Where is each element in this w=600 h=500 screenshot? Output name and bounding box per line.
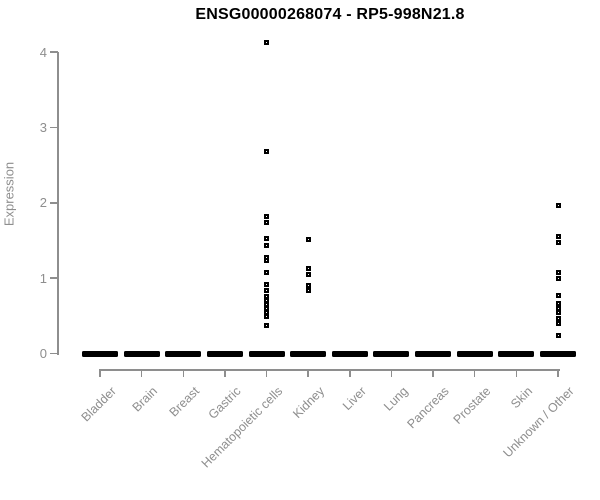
data-point	[264, 314, 270, 320]
x-category-label: Lung	[380, 384, 411, 414]
x-category-label: Pancreas	[404, 384, 452, 432]
x-tick-mark	[349, 370, 351, 377]
y-tick-mark	[50, 126, 58, 129]
x-tick-mark	[432, 370, 434, 377]
zero-cluster-bar	[248, 350, 285, 357]
data-point	[305, 265, 311, 271]
x-tick-mark	[140, 370, 143, 377]
x-tick-mark	[557, 370, 559, 377]
x-category-label: Hematopoietic cells	[198, 384, 286, 471]
y-tick-mark	[50, 202, 58, 204]
x-category-label: Skin	[508, 384, 536, 412]
zero-cluster-bar	[82, 350, 118, 357]
data-point	[264, 219, 270, 225]
y-tick-label: 0	[39, 346, 47, 361]
data-point	[555, 301, 561, 307]
y-axis-line	[57, 52, 59, 355]
data-point	[264, 269, 270, 275]
data-point	[264, 40, 270, 46]
data-point	[264, 323, 270, 329]
zero-cluster-bar	[123, 350, 160, 357]
y-tick-label: 2	[39, 195, 47, 211]
x-category-label: Bladder	[78, 384, 119, 425]
zero-cluster-bar	[415, 350, 452, 357]
zero-cluster-bar	[540, 350, 576, 357]
x-category-label: Brain	[130, 384, 161, 415]
data-point	[555, 320, 561, 326]
zero-cluster-bar	[373, 350, 410, 357]
zero-cluster-bar	[331, 350, 368, 357]
data-point	[555, 276, 561, 282]
x-tick-mark	[99, 370, 101, 377]
x-category-label: Liver	[339, 384, 369, 414]
data-point	[264, 148, 270, 154]
zero-cluster-bar	[165, 350, 202, 357]
data-point	[264, 282, 270, 288]
y-tick-mark	[50, 51, 58, 53]
data-point	[555, 315, 561, 321]
data-point	[264, 213, 270, 219]
data-point	[555, 292, 561, 298]
x-axis-line	[99, 369, 560, 371]
x-category-label: Kidney	[290, 384, 328, 421]
x-tick-mark	[473, 370, 476, 377]
data-point	[264, 243, 270, 249]
y-tick-label: 3	[39, 119, 47, 135]
data-point	[555, 202, 561, 208]
chart-title: ENSG00000268074 - RP5-998N21.8	[195, 6, 465, 23]
x-tick-mark	[224, 370, 226, 377]
data-point	[264, 287, 270, 293]
data-point	[264, 258, 270, 264]
y-axis-label: Expression	[1, 161, 17, 227]
data-point	[555, 332, 561, 338]
zero-cluster-bar	[206, 350, 243, 357]
data-point	[305, 237, 311, 243]
data-point	[305, 271, 311, 277]
x-tick-mark	[390, 370, 393, 377]
y-tick-mark	[50, 277, 58, 279]
x-tick-mark	[182, 370, 185, 377]
y-tick-mark	[50, 352, 58, 355]
data-point	[264, 309, 270, 315]
data-point	[305, 283, 311, 289]
zero-cluster-bar	[456, 350, 493, 357]
x-category-label: Breast	[166, 384, 203, 420]
data-point	[555, 309, 561, 315]
x-category-label: Gastric	[205, 384, 244, 422]
x-tick-mark	[307, 370, 309, 377]
zero-cluster-bar	[290, 350, 327, 357]
x-tick-mark	[515, 370, 518, 377]
data-point	[555, 270, 561, 276]
zero-cluster-bar	[498, 350, 535, 357]
data-point	[555, 240, 561, 246]
x-category-label: Prostate	[450, 384, 494, 427]
data-point	[264, 236, 270, 242]
x-tick-mark	[265, 370, 268, 377]
y-tick-label: 4	[39, 44, 47, 60]
data-point	[555, 234, 561, 240]
y-tick-label: 1	[39, 270, 47, 286]
data-point	[305, 287, 311, 293]
